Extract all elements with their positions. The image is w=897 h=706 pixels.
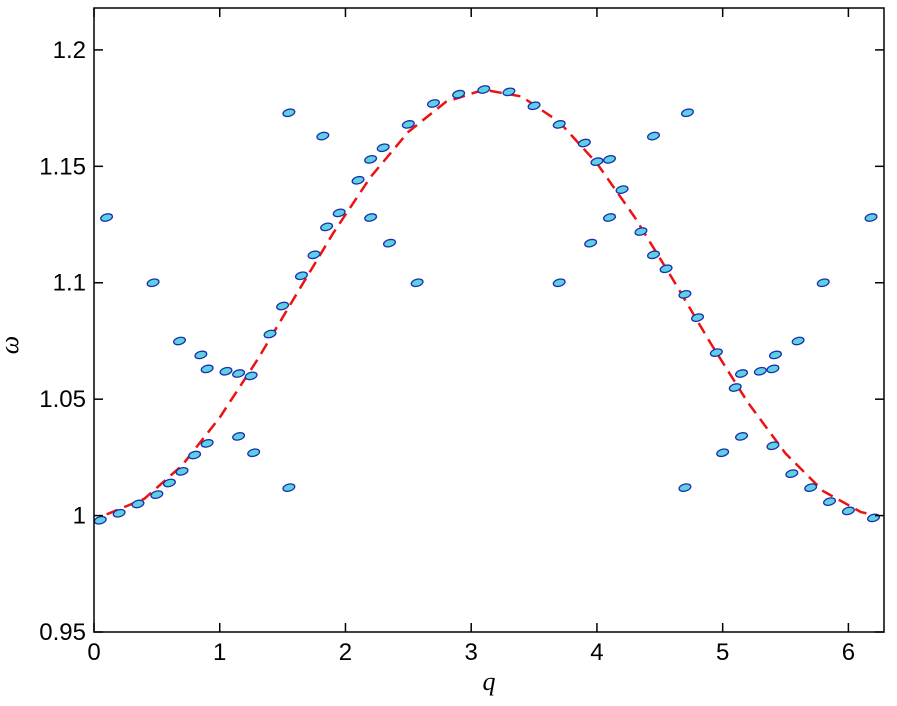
contour-blob <box>244 371 258 381</box>
contour-blob <box>634 227 648 236</box>
contour-blob <box>768 350 782 360</box>
contour-blob <box>823 497 837 506</box>
contour-blob <box>263 329 277 339</box>
x-tick-label: 2 <box>339 639 352 666</box>
y-tick-label: 1 <box>73 503 86 530</box>
contour-blob <box>150 490 164 499</box>
contour-blob <box>364 154 378 164</box>
contour-blob <box>766 441 780 451</box>
contour-blob <box>320 222 334 232</box>
contour-blob <box>552 120 566 129</box>
contour-blob <box>200 364 214 374</box>
contour-blob <box>527 101 541 111</box>
contour-blob <box>680 108 694 118</box>
contour-blob <box>410 278 424 288</box>
contour-blob <box>276 301 290 311</box>
contour-blob <box>678 290 692 299</box>
y-tick-label: 1.15 <box>39 153 86 180</box>
contour-blob <box>716 448 730 458</box>
contour-blob <box>131 499 145 509</box>
y-tick-label: 1.2 <box>53 37 86 64</box>
contour-blob <box>452 89 466 99</box>
contour-blob <box>590 157 604 167</box>
contour-blob <box>162 478 176 488</box>
contour-blob <box>615 185 629 194</box>
contour-blob <box>376 143 390 153</box>
contour-blob <box>112 508 126 518</box>
y-axis-label: ω <box>0 336 24 354</box>
contour-blob <box>100 213 114 222</box>
contour-blob <box>93 515 107 525</box>
contour-blob <box>232 369 246 378</box>
contour-blob <box>766 364 780 374</box>
contour-blob <box>678 483 692 493</box>
contour-blob <box>294 271 308 281</box>
x-tick-label: 0 <box>87 639 100 666</box>
contour-blob <box>709 348 723 357</box>
contour-blob <box>646 131 661 141</box>
contour-blob <box>316 131 330 141</box>
x-tick-label: 6 <box>842 639 855 666</box>
contour-blob <box>247 448 261 458</box>
contour-blob <box>646 250 661 260</box>
contour-blob <box>785 469 799 479</box>
y-tick-label: 1.1 <box>53 270 86 297</box>
contour-blob <box>753 366 767 376</box>
plot-frame <box>93 7 885 633</box>
contour-blob <box>659 264 673 274</box>
contour-blob <box>175 466 189 476</box>
contour-blob <box>282 108 296 118</box>
contour-blob <box>841 506 855 516</box>
contour-blob <box>577 138 591 148</box>
contour-blob <box>382 238 396 248</box>
contour-blob <box>200 439 214 448</box>
x-tick-label: 4 <box>590 639 603 666</box>
contour-blob <box>219 366 233 376</box>
contour-blob <box>804 483 818 493</box>
contour-blob <box>552 278 566 288</box>
dashed-line <box>106 88 874 517</box>
contour-blob <box>735 369 749 378</box>
contour-blob <box>602 154 617 164</box>
contour-blob <box>172 336 187 346</box>
contour-blob <box>364 213 378 222</box>
contour-blob <box>602 213 617 222</box>
contour-blob <box>282 483 296 493</box>
contour-blob <box>816 278 830 288</box>
contour-blob <box>864 213 878 222</box>
y-tick-label: 1.05 <box>39 386 86 413</box>
contour-blob <box>867 513 881 523</box>
x-tick-label: 3 <box>465 639 478 666</box>
x-tick-label: 5 <box>716 639 729 666</box>
contour-blob <box>332 208 346 218</box>
contour-blob <box>791 336 805 346</box>
contour-blob <box>584 238 598 248</box>
contour-blob <box>194 350 208 360</box>
contour-blob <box>728 383 742 392</box>
contour-blob <box>307 250 321 260</box>
contour-blob <box>502 87 516 97</box>
contour-blob <box>401 120 415 129</box>
y-tick-label: 0.95 <box>39 619 86 646</box>
contour-blob <box>146 278 160 288</box>
contour-blob <box>426 99 440 108</box>
x-axis-label: q <box>483 667 496 696</box>
x-tick-label: 1 <box>213 639 226 666</box>
contour-blob <box>188 450 202 460</box>
contour-blob <box>735 432 749 441</box>
contour-blob <box>232 432 246 441</box>
contour-blob <box>477 85 491 94</box>
contour-blob <box>351 175 365 185</box>
contour-blob <box>690 313 705 323</box>
